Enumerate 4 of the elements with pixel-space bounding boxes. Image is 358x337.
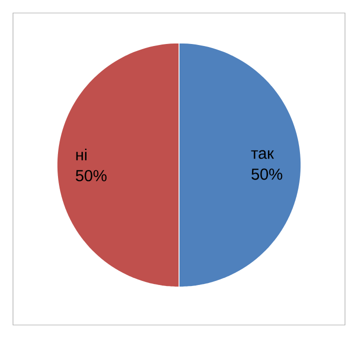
data-label: 50% xyxy=(252,168,282,180)
data-label: 50% xyxy=(76,170,107,182)
slice-label: ні xyxy=(76,148,86,160)
slice-label: так xyxy=(251,150,274,159)
